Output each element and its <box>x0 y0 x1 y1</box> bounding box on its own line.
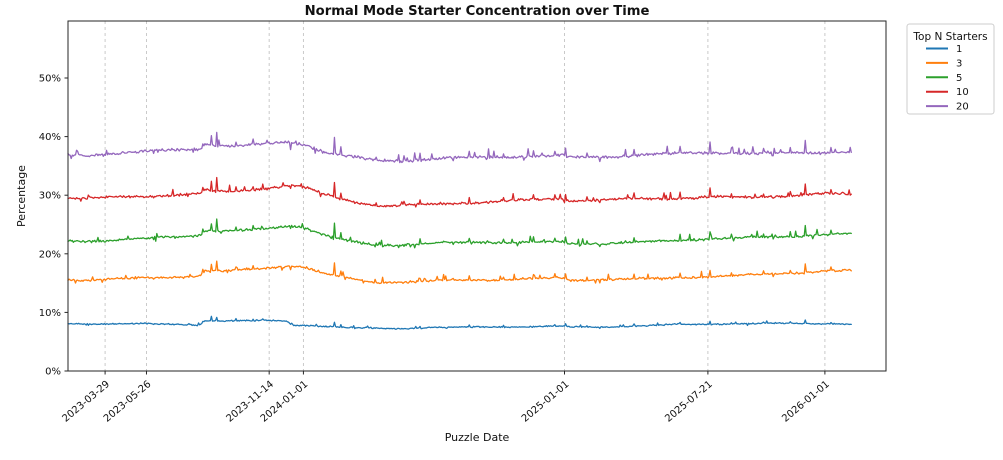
series-line-top-1 <box>67 315 852 330</box>
series-line-top-3 <box>67 260 852 285</box>
series-layer <box>67 131 852 330</box>
legend-title: Top N Starters <box>912 31 987 43</box>
plot-area-border <box>67 20 887 372</box>
series-line-top-10 <box>67 176 852 208</box>
y-tick-label: 10% <box>39 308 61 319</box>
y-tick-label: 0% <box>45 367 61 378</box>
x-tick-label: 2026-01-01 <box>780 379 832 425</box>
legend-entry: 1 <box>926 44 962 55</box>
legend-entry-label: 20 <box>956 102 969 113</box>
legend-entry-label: 5 <box>956 73 962 84</box>
legend-entry: 10 <box>926 87 969 98</box>
legend-entries: 1 3 5 10 20 <box>926 44 969 113</box>
y-tick-label: 40% <box>39 132 61 143</box>
y-tick-label: 50% <box>39 74 61 85</box>
x-tick-label: 2025-07-21 <box>663 379 715 425</box>
legend: Top N Starters 1 3 5 10 20 <box>906 23 995 115</box>
legend-entry-label: 1 <box>956 44 962 55</box>
series-line-top-5 <box>67 218 852 249</box>
gridlines-layer <box>104 21 826 371</box>
legend-entry-label: 3 <box>956 58 962 69</box>
x-axis-label: Puzzle Date <box>445 431 510 444</box>
y-tick-label: 30% <box>39 191 61 202</box>
legend-entry-label: 10 <box>956 87 969 98</box>
legend-entry: 5 <box>926 73 962 84</box>
chart-title: Normal Mode Starter Concentration over T… <box>305 4 650 19</box>
legend-entry: 3 <box>926 58 962 69</box>
legend-entry: 20 <box>926 102 969 113</box>
y-tick-label: 20% <box>39 249 61 260</box>
y-axis-label: Percentage <box>15 165 28 227</box>
x-tick-label: 2025-01-01 <box>520 379 572 425</box>
series-line-top-20 <box>67 131 852 164</box>
